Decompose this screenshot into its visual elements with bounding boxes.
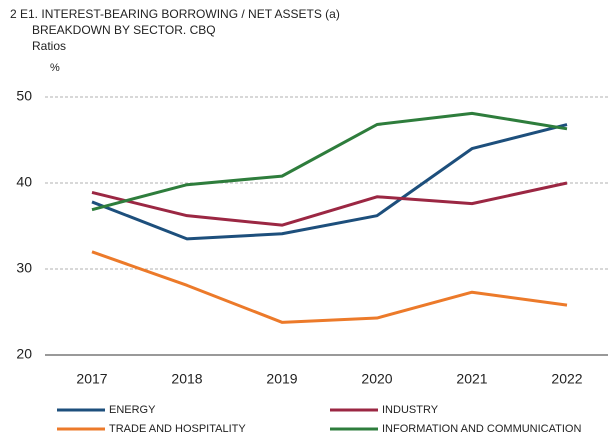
legend-label: ENERGY [109, 404, 156, 416]
y-tick-label: 40 [16, 174, 32, 190]
legend-label: INDUSTRY [382, 404, 439, 416]
y-axis-label: Ratios [32, 39, 66, 53]
y-tick-label: 50 [16, 88, 32, 104]
data-line [91, 250, 568, 324]
y-tick-label: 30 [16, 260, 32, 276]
x-tick-label: 2022 [551, 371, 582, 387]
x-tick-label: 2021 [456, 371, 487, 387]
data-line [91, 123, 568, 241]
x-tick-label: 2020 [361, 371, 392, 387]
legend-label: TRADE AND HOSPITALITY [109, 423, 246, 435]
y-unit: % [50, 62, 60, 74]
legend-label: INFORMATION AND COMMUNICATION [382, 423, 581, 435]
y-tick-label: 20 [16, 346, 32, 362]
chart-title: 2 E1. INTEREST-BEARING BORROWING / NET A… [10, 7, 340, 21]
data-line [91, 111, 568, 212]
data-line [91, 181, 568, 227]
x-tick-label: 2019 [266, 371, 297, 387]
chart-subtitle: BREAKDOWN BY SECTOR. CBQ [32, 23, 216, 37]
x-tick-label: 2018 [171, 371, 202, 387]
x-tick-label: 2017 [76, 371, 107, 387]
